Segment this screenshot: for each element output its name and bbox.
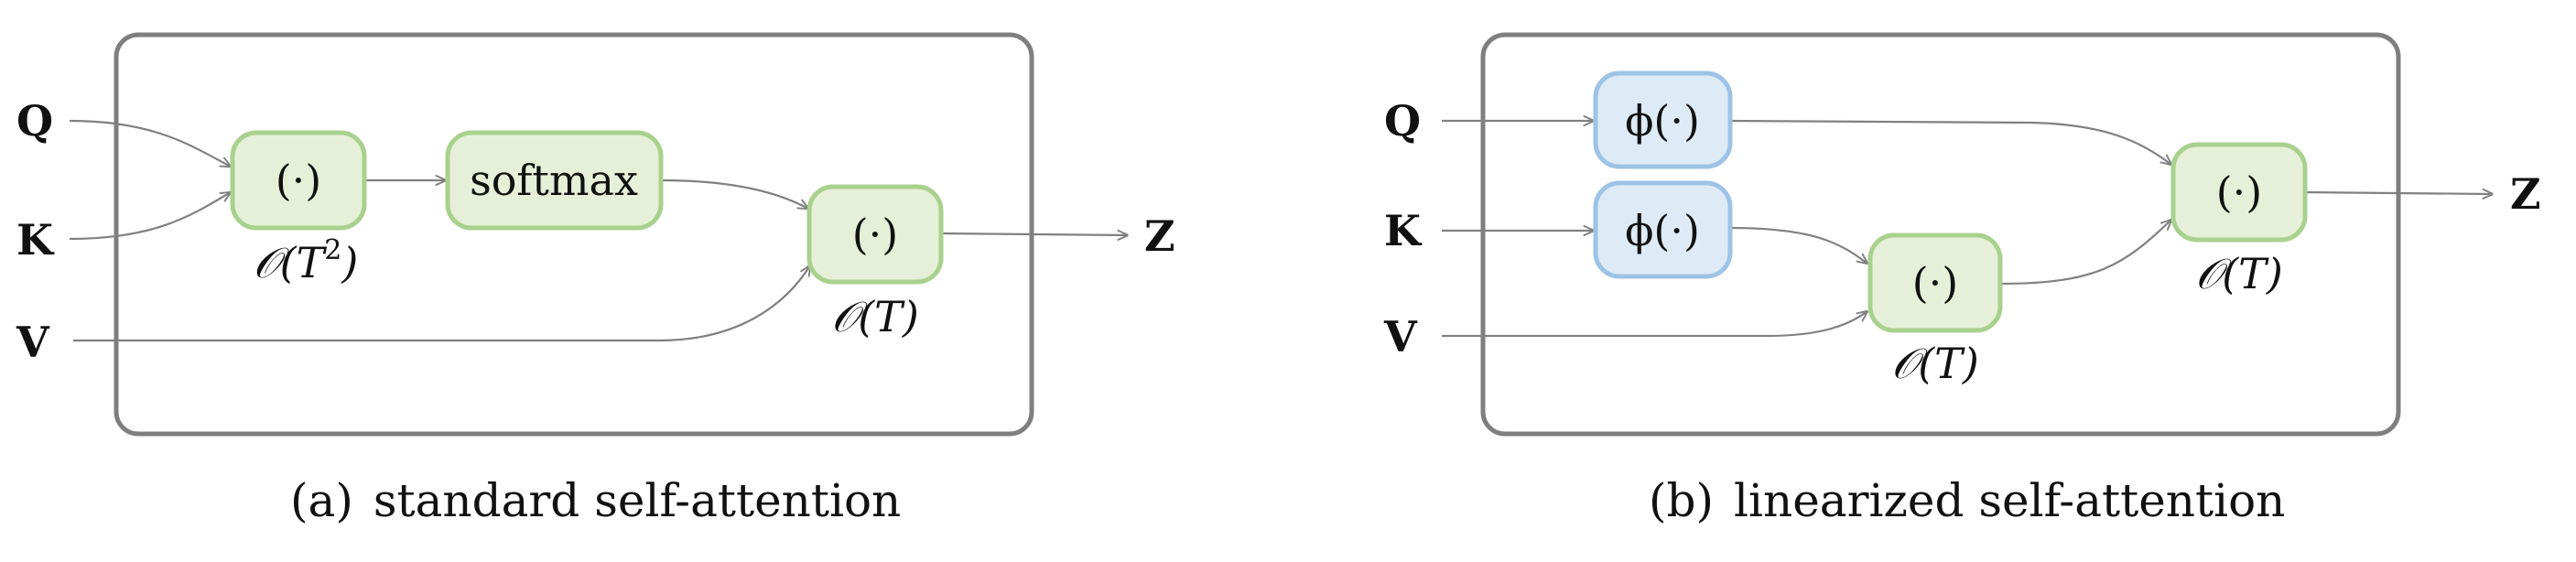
input-q-label: Q — [16, 96, 53, 146]
dot-kv-complexity: 𝒪(T) — [1891, 339, 1979, 388]
edge-q-to-dot1 — [69, 119, 231, 167]
input-k-label: K — [16, 215, 55, 265]
dot2-node — [806, 184, 944, 285]
dot-out-node — [2170, 142, 2308, 243]
dot1-node — [230, 130, 367, 231]
edge-kv-to-out — [1999, 220, 2171, 286]
softmax-label: softmax — [470, 156, 638, 205]
softmax-node — [445, 130, 664, 231]
dot2-label: (·) — [852, 210, 899, 259]
edge-v-to-kv — [1442, 311, 1867, 338]
caption-b: (b) linearized self-attention — [1649, 474, 2285, 527]
caption-a: (a) standard self-attention — [290, 474, 901, 527]
edge-k-to-dot1 — [69, 192, 231, 241]
edge-softmax-to-dot2 — [660, 178, 808, 209]
dot-kv-label: (·) — [1912, 258, 1959, 308]
dot-out-label: (·) — [2216, 168, 2263, 217]
panel-b-frame — [1480, 32, 2401, 437]
dot-kv-node — [1867, 232, 2003, 333]
phi-k-node — [1593, 180, 1733, 279]
dot-out-complexity: 𝒪(T) — [2195, 249, 2283, 298]
edge-phi-k-to-kv — [1729, 226, 1867, 264]
input-k-label-b: K — [1384, 206, 1423, 255]
phi-q-label: ϕ(·) — [1625, 96, 1700, 146]
output-z-label-b: Z — [2510, 169, 2541, 219]
edge-phi-q-to-out — [1729, 119, 2171, 165]
edge-out-to-z — [2304, 192, 2493, 194]
panel-a: (·) softmax (·) 𝒪(T2) 𝒪(T) Q K V Z (a) st… — [16, 32, 1175, 527]
dot1-complexity: 𝒪(T2) — [254, 234, 359, 287]
phi-q-node — [1593, 70, 1733, 169]
edge-dot2-to-z — [940, 233, 1128, 235]
dot1-label: (·) — [276, 156, 322, 205]
output-z-label: Z — [1144, 211, 1175, 261]
input-v-label: V — [16, 318, 50, 367]
phi-k-label: ϕ(·) — [1625, 206, 1700, 255]
edge-v-to-dot2 — [73, 265, 810, 342]
input-q-label-b: Q — [1384, 96, 1421, 146]
input-v-label-b: V — [1383, 312, 1418, 362]
panel-b: ϕ(·) ϕ(·) (·) (·) 𝒪(T) 𝒪(T) Q K V Z (b) l… — [1383, 32, 2541, 527]
dot2-complexity: 𝒪(T) — [831, 292, 919, 341]
